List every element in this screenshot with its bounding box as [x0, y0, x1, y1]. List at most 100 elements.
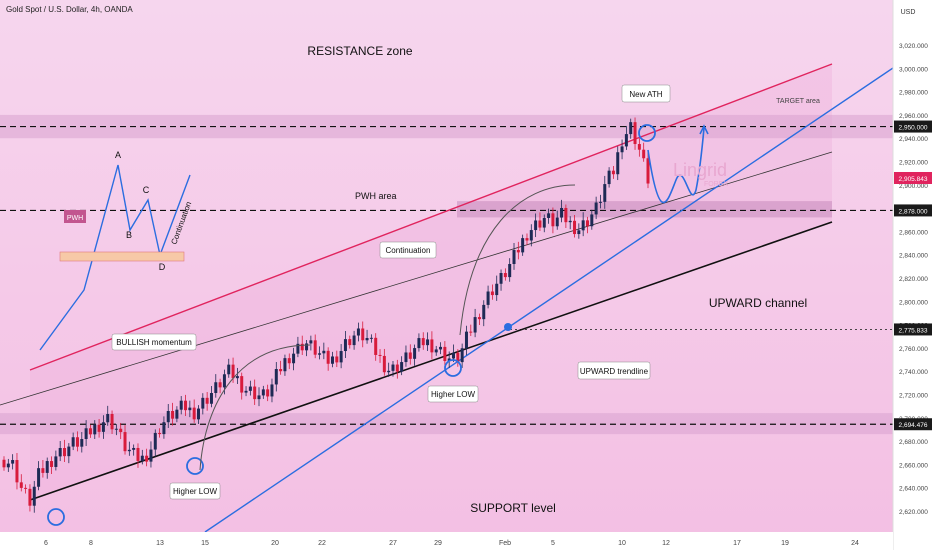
candle-body: [495, 283, 499, 296]
candle-body: [248, 386, 252, 391]
y-tick-label: 2,640.000: [899, 486, 928, 493]
candle-body: [123, 432, 127, 452]
candle-body: [28, 488, 32, 506]
y-tick-label: 2,760.000: [899, 346, 928, 353]
x-tick-label: 15: [201, 540, 209, 547]
candle-body: [6, 463, 10, 468]
continuation-label: Continuation: [386, 246, 431, 255]
x-tick-label: 27: [389, 540, 397, 547]
candle-body: [175, 409, 179, 419]
pattern-point-d: D: [159, 262, 166, 272]
support-level-label: SUPPORT level: [470, 501, 556, 515]
candle-body: [313, 340, 317, 355]
candle-body: [577, 230, 581, 235]
momentum-arrow: [199, 344, 311, 471]
price-tag-box: [894, 120, 932, 133]
y-tick-label: 2,940.000: [899, 136, 928, 143]
price-tag-label: 2,694.476: [899, 422, 928, 429]
candle-body: [205, 397, 209, 404]
candle-body: [560, 207, 564, 218]
candle-body: [127, 449, 131, 452]
candle-body: [283, 358, 287, 372]
x-tick-label: 17: [733, 540, 741, 547]
new-ath-label-box: [621, 84, 671, 103]
upward-channel-label: UPWARD channel: [709, 296, 807, 310]
y-tick-label: 2,820.000: [899, 276, 928, 283]
candle-body: [408, 352, 412, 359]
x-tick-label: 13: [156, 540, 164, 547]
candle-body: [71, 437, 75, 447]
x-tick-label: 20: [271, 540, 279, 547]
higher-low-label-1: Higher LOW: [431, 390, 475, 399]
y-tick-label: 2,660.000: [899, 462, 928, 469]
candle-body: [447, 358, 451, 362]
candle-body: [93, 424, 97, 435]
candle-body: [629, 122, 633, 135]
candle-body: [551, 213, 555, 227]
candle-body: [590, 214, 594, 227]
candle-body: [279, 369, 283, 372]
candle-body: [581, 220, 585, 231]
candle-body: [231, 364, 235, 379]
candle-body: [555, 217, 559, 227]
candle-body: [292, 353, 296, 364]
candle-body: [365, 338, 369, 341]
candle-body: [434, 349, 438, 353]
candle-body: [244, 390, 248, 393]
candle-body: [88, 428, 92, 435]
candle-body: [573, 220, 577, 235]
candle-body: [184, 400, 188, 411]
candle-body: [391, 364, 395, 371]
resistance-zone-label: RESISTANCE zone: [307, 44, 412, 58]
candle-body: [322, 350, 326, 354]
candle-body: [179, 400, 183, 410]
y-tick-label: 2,720.000: [899, 393, 928, 400]
candle-body: [287, 358, 291, 364]
candle-body: [404, 352, 408, 363]
highlight-circle: [444, 359, 462, 377]
candle-body: [309, 340, 313, 344]
y-tick-label: 2,900.000: [899, 183, 928, 190]
projection-path: [647, 127, 705, 204]
price-tag-label: 2,878.000: [899, 208, 928, 215]
candle-body: [140, 455, 144, 461]
lingrid-logo-sub: FOREX: [704, 181, 728, 188]
x-tick-label: 12: [662, 540, 670, 547]
price-tag-box: [894, 171, 932, 184]
candle-body: [343, 339, 347, 352]
candle-body: [473, 317, 477, 333]
candle-body: [499, 273, 503, 284]
channel-mid-line: [0, 151, 833, 406]
candle-body: [153, 432, 157, 450]
higher-low-label-2-box: [169, 482, 221, 500]
candle-body: [642, 149, 646, 159]
higher-low-dot: [504, 323, 512, 331]
upward-trendline-label: UPWARD trendline: [580, 367, 649, 376]
upward-trendline: [204, 67, 894, 533]
candle-body: [369, 337, 373, 339]
candle-body: [464, 331, 468, 349]
price-tag-box: [894, 418, 932, 431]
x-tick-label: 22: [318, 540, 326, 547]
candle-body: [356, 328, 360, 336]
candle-body: [508, 264, 512, 278]
candle-body: [400, 362, 404, 372]
candle-body: [439, 346, 443, 350]
new-ath-label: New ATH: [629, 90, 662, 99]
candle-body: [335, 356, 339, 363]
candle-body: [162, 422, 166, 435]
highlight-circle: [47, 508, 65, 526]
candle-body: [222, 374, 226, 388]
candle-body: [387, 370, 391, 373]
candle-body: [32, 486, 36, 506]
candle-body: [516, 249, 520, 253]
candle-body: [132, 447, 136, 450]
candle-body: [482, 304, 486, 320]
pwh-badge-box: [64, 210, 86, 223]
candle-body: [227, 364, 231, 375]
target-area-label: TARGET area: [776, 98, 820, 105]
candle-body: [564, 207, 568, 223]
candle-body: [261, 389, 265, 396]
currency-label: USD: [901, 9, 916, 16]
bullish-momentum-label: BULLISH momentum: [116, 338, 192, 347]
